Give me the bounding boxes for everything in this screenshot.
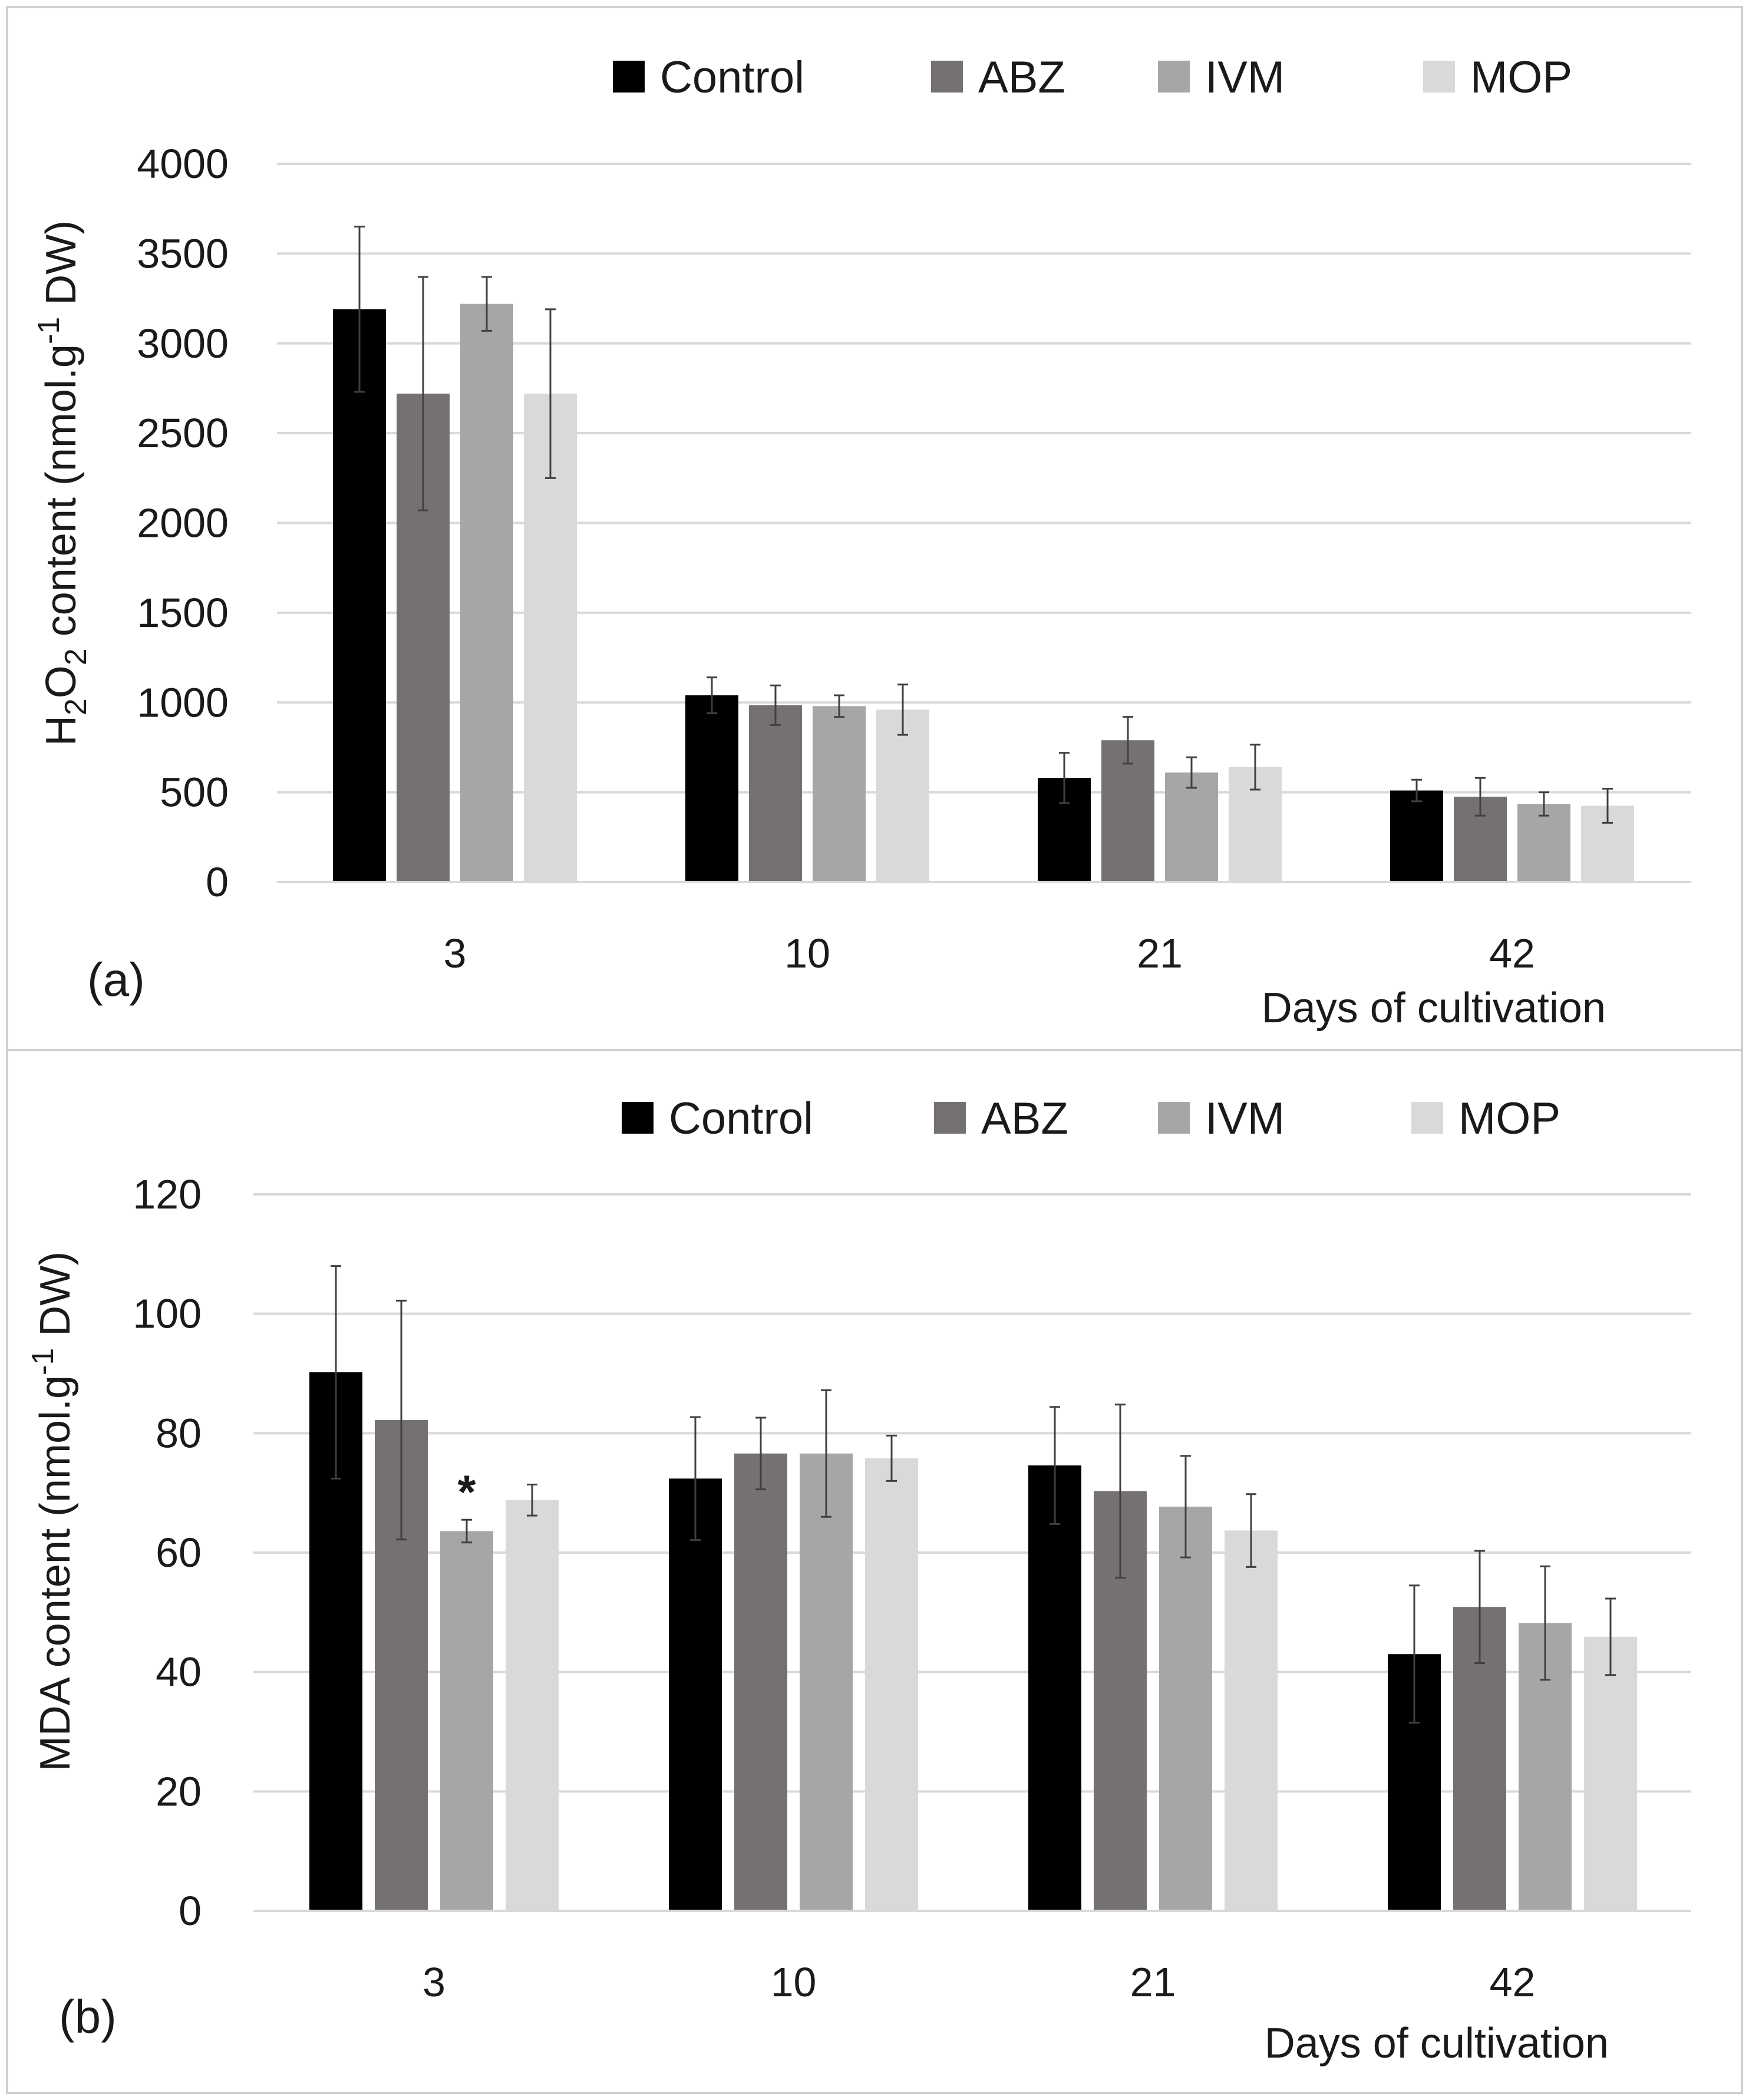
y-tick-label: 1500 [137, 590, 229, 636]
error-bars-a [354, 226, 1613, 824]
x-axis-title-a: Days of cultivation [1262, 985, 1606, 1032]
y-tick-label: 2500 [137, 410, 229, 456]
y-tick-label: 2000 [137, 500, 229, 546]
bar-abz-day-10 [734, 1453, 787, 1911]
bar-control-day-3 [333, 309, 386, 882]
bar-control-day-10 [685, 695, 738, 882]
legend-label-mop: MOP [1470, 52, 1572, 103]
legend-b: Control ABZ IVM MOP [622, 1094, 1560, 1144]
y-tick-label: 60 [156, 1530, 202, 1576]
legend-label-ivm: IVM [1205, 52, 1285, 103]
x-tick-label: 42 [1490, 1959, 1536, 2005]
y-tick-label: 4000 [137, 141, 229, 187]
bar-ivm-day-3 [440, 1531, 493, 1911]
legend-a: Control ABZ IVM MOP [613, 52, 1572, 103]
y-tick-label: 1000 [137, 679, 229, 725]
x-tick-label: 21 [1130, 1959, 1176, 2005]
legend-swatch-abz [934, 1102, 966, 1134]
significance-marker: * [457, 1465, 476, 1518]
y-axis-title-a: H2O2 content (nmol.g-1 DW) [32, 220, 93, 746]
legend-label-ivm: IVM [1205, 1094, 1285, 1144]
bar-abz-day-10 [749, 705, 802, 882]
legend-swatch-mop [1423, 61, 1455, 93]
y-tick-label: 100 [133, 1291, 202, 1337]
bar-mop-day-21 [1225, 1530, 1278, 1911]
y-tick-label: 500 [160, 770, 229, 815]
legend-label-abz: ABZ [978, 52, 1065, 103]
legend-swatch-mop [1411, 1102, 1443, 1134]
x-tick-labels-b: 3 10 21 42 [423, 1959, 1535, 2005]
y-tick-label: 20 [156, 1768, 202, 1814]
bar-ivm-day-21 [1159, 1506, 1212, 1911]
error-bars-b [331, 1265, 1616, 1724]
bar-mop-day-10 [876, 709, 929, 882]
panel-b: 0 20 40 60 80 100 120 3 10 21 42 Control ABZ IVM MOP… [26, 1094, 1691, 2067]
x-axis-title-b: Days of cultivation [1265, 2020, 1609, 2067]
bar-control-day-42 [1390, 790, 1443, 882]
y-tick-label: 80 [156, 1410, 202, 1456]
y-tick-label: 3500 [137, 230, 229, 276]
bar-control-day-10 [669, 1478, 722, 1911]
bar-mop-day-10 [865, 1458, 918, 1911]
y-tick-label: 120 [133, 1171, 202, 1217]
x-tick-label: 3 [423, 1959, 446, 2005]
bar-control-day-21 [1028, 1465, 1081, 1911]
y-tick-label: 0 [179, 1888, 202, 1934]
bars-b [253, 1372, 1691, 1912]
bar-ivm-day-3 [460, 303, 513, 882]
bar-mop-day-3 [506, 1500, 559, 1911]
x-tick-label: 21 [1137, 930, 1183, 976]
x-tick-labels-a: 3 10 21 42 [444, 930, 1535, 976]
legend-label-mop: MOP [1458, 1094, 1560, 1144]
y-tick-labels-b: 0 20 40 60 80 100 120 [133, 1171, 202, 1934]
y-tick-label: 0 [206, 859, 229, 905]
x-tick-label: 42 [1489, 930, 1535, 976]
x-tick-label: 10 [784, 930, 830, 976]
bar-ivm-day-21 [1165, 772, 1218, 882]
x-tick-label: 3 [444, 930, 467, 976]
x-tick-label: 10 [771, 1959, 817, 2005]
legend-swatch-control [622, 1102, 654, 1134]
panel-label-a: (a) [87, 953, 145, 1006]
panel-a: 0 500 1000 1500 2000 2500 3000 3500 4000 3 10 21 42… [32, 52, 1691, 1032]
legend-swatch-control [613, 61, 645, 93]
bar-mop-day-42 [1584, 1636, 1637, 1911]
bar-ivm-day-10 [813, 706, 866, 882]
legend-swatch-abz [931, 61, 963, 93]
y-tick-labels-a: 0 500 1000 1500 2000 2500 3000 3500 4000 [137, 141, 229, 905]
y-tick-label: 3000 [137, 321, 229, 366]
bar-ivm-day-10 [800, 1453, 853, 1911]
legend-label-control: Control [660, 52, 804, 103]
panel-label-b: (b) [59, 1990, 117, 2043]
annotations-b: * [457, 1465, 476, 1518]
legend-label-control: Control [669, 1094, 813, 1144]
legend-label-abz: ABZ [981, 1094, 1068, 1144]
bars-a [277, 303, 1691, 883]
legend-swatch-ivm [1158, 61, 1190, 93]
y-tick-label: 40 [156, 1649, 202, 1695]
bar-ivm-day-42 [1517, 804, 1570, 882]
legend-swatch-ivm [1158, 1102, 1190, 1134]
y-axis-title-b: MDA content (nmol.g-1 DW) [26, 1252, 79, 1771]
